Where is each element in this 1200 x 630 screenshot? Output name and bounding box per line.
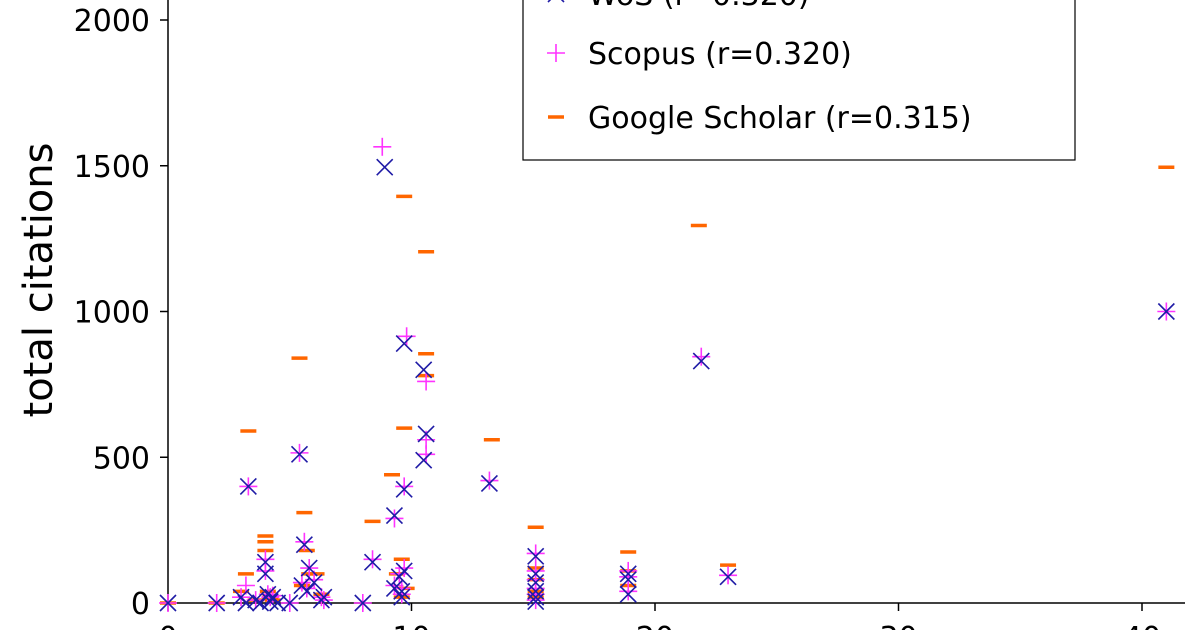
data-point — [527, 565, 545, 583]
data-point — [619, 582, 638, 601]
axes — [167, 0, 1185, 604]
x-tick-label: 20 — [636, 621, 674, 630]
legend-entries: WoS (r=0.320) Scopus (r=0.320) Google Scho… — [547, 0, 972, 136]
data-point — [392, 579, 411, 598]
data-point — [385, 509, 404, 528]
data-point — [373, 137, 392, 156]
data-point — [315, 588, 333, 606]
legend-label: Scopus (r=0.320) — [588, 37, 852, 72]
y-tick-label: 500 — [93, 441, 150, 476]
data-point — [415, 451, 433, 469]
y-tick-label: 2000 — [74, 4, 150, 39]
data-point — [295, 532, 314, 551]
data-point — [527, 547, 545, 565]
data-point — [527, 588, 545, 606]
x-tick-label: 0 — [158, 621, 177, 630]
data-point — [719, 566, 738, 585]
series-1 — [159, 137, 1176, 612]
data-point — [619, 565, 637, 583]
data-point — [397, 327, 416, 346]
y-tick-label: 0 — [131, 587, 150, 622]
data-point — [247, 591, 265, 609]
y-axis-title: total citations — [16, 143, 62, 418]
data-point — [237, 594, 255, 612]
data-point — [526, 544, 545, 563]
data-point — [256, 561, 275, 580]
data-point — [314, 591, 333, 610]
legend-label: Google Scholar (r=0.315) — [588, 101, 972, 136]
data-point — [415, 361, 433, 379]
x-tick-label: 30 — [879, 621, 917, 630]
data-point — [261, 592, 279, 611]
data-point — [256, 565, 274, 583]
y-ticks: 0 500 1000 1500 2000 — [74, 4, 168, 622]
data-point — [385, 576, 404, 595]
y-tick-label: 1500 — [74, 150, 150, 185]
data-point — [363, 550, 382, 569]
data-point — [527, 574, 545, 592]
x-ticks: 0 10 20 30 40 — [158, 603, 1161, 630]
data-point — [395, 477, 414, 496]
data-point — [480, 474, 498, 493]
data-point — [395, 559, 414, 578]
data-point — [395, 562, 413, 580]
data-markers — [159, 137, 1176, 612]
data-point — [526, 591, 545, 610]
data-point — [527, 592, 545, 611]
data-point — [417, 372, 436, 391]
data-point — [480, 471, 499, 490]
data-point — [393, 582, 411, 600]
data-point — [395, 334, 413, 353]
series-0 — [159, 158, 1175, 612]
legend-marker — [547, 44, 565, 62]
legend-label: WoS (r=0.320) — [588, 0, 810, 13]
data-point — [393, 588, 411, 606]
data-point — [269, 594, 287, 612]
data-point — [692, 347, 711, 366]
data-point — [417, 425, 435, 443]
data-point — [305, 574, 323, 592]
data-point — [719, 568, 737, 586]
data-point — [354, 594, 372, 612]
data-point — [281, 594, 299, 612]
data-point — [208, 594, 226, 612]
legend: WoS (r=0.320) Scopus (r=0.320) Google Scho… — [522, 0, 1076, 161]
data-point — [298, 582, 316, 600]
data-point — [1157, 302, 1175, 321]
data-point — [417, 445, 436, 464]
y-tick-label: 1000 — [74, 296, 150, 331]
legend-box — [522, 0, 1076, 161]
data-point — [239, 477, 257, 495]
data-point — [300, 559, 318, 577]
x-tick-label: 40 — [1123, 621, 1161, 630]
data-point — [692, 352, 710, 370]
data-point — [385, 506, 404, 525]
data-point — [290, 443, 309, 462]
data-point — [297, 579, 316, 598]
data-point — [619, 585, 637, 603]
data-point — [159, 594, 177, 612]
data-point — [376, 158, 394, 176]
data-point — [295, 536, 313, 554]
data-point — [312, 588, 331, 607]
data-point — [395, 480, 413, 498]
x-tick-label: 10 — [392, 621, 430, 630]
data-point — [363, 553, 382, 571]
data-point — [290, 445, 309, 463]
data-point — [619, 571, 637, 589]
